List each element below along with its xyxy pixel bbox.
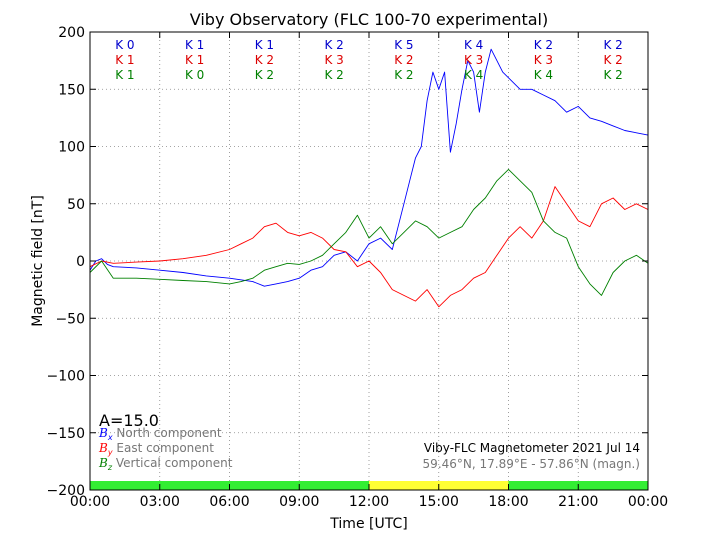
k-index-label: K 0 [115,38,134,52]
x-tick-label: 09:00 [279,494,319,510]
k-index-label: K 2 [324,38,343,52]
k-index-label: K 2 [324,68,343,82]
k-index-label: K 3 [324,53,343,67]
x-tick-label: 15:00 [419,494,459,510]
k-index-label: K 3 [464,53,483,67]
k-index-label: K 1 [185,38,204,52]
k-index-label: K 2 [394,53,413,67]
k-index-label: K 5 [394,38,413,52]
x-tick-label: 12:00 [349,494,389,510]
chart-title: Viby Observatory (FLC 100-70 experimenta… [190,10,549,29]
y-tick-label: −50 [55,311,85,327]
k-index-label: K 2 [394,68,413,82]
station-name: Viby-FLC Magnetometer 2021 Jul 14 [424,441,640,455]
k-index-label: K 1 [115,53,134,67]
k-index-label: K 4 [464,38,483,52]
y-tick-label: 100 [58,140,85,156]
k-index-label: K 4 [464,68,483,82]
series-line-2 [89,186,649,308]
station-coordinates: 59.46°N, 17.89°E - 57.86°N (magn.) [423,457,640,471]
series-line-1 [89,48,649,287]
k-index-label: K 1 [255,38,274,52]
legend-entry-2: By East component [98,441,214,457]
y-tick-label: 0 [76,254,85,270]
y-tick-label: −150 [47,426,85,442]
legend-entry-1: Bx North component [98,426,222,442]
series-lines [89,48,649,308]
k-index-label: K 2 [603,68,622,82]
x-axis-label: Time [UTC] [329,516,407,532]
y-tick-label: 200 [58,25,85,41]
k-index-label: K 4 [534,68,553,82]
activity-label: A=15.0 [99,411,159,430]
k-index-label: K 2 [603,53,622,67]
x-tick-label: 03:00 [140,494,180,510]
k-index-label: K 0 [185,68,204,82]
x-tick-label: 18:00 [488,494,528,510]
k-index-label: K 3 [534,53,553,67]
k-index-label: K 2 [255,53,274,67]
y-axis-label: Magnetic field [nT] [30,195,46,327]
x-tick-label: 06:00 [209,494,249,510]
y-tick-label: 150 [58,82,85,98]
k-index-label: K 2 [534,38,553,52]
x-tick-label: 00:00 [628,494,668,510]
y-tick-label: 50 [67,197,85,213]
k-index-label: K 2 [603,38,622,52]
x-tick-label: 00:00 [70,494,110,510]
legend-entry-3: Bz Vertical component [98,456,233,472]
series-line-3 [89,168,649,296]
k-index-label: K 2 [255,68,274,82]
axis-ticks: 00:00 03:00 06:00 09:00 12:00 15:00 18:00 21:00… [47,25,669,510]
k-index-label: K 1 [185,53,204,67]
x-tick-label: 21:00 [558,494,598,510]
y-tick-label: −200 [47,483,85,499]
y-tick-label: −100 [47,369,85,385]
k-index-label: K 1 [115,68,134,82]
